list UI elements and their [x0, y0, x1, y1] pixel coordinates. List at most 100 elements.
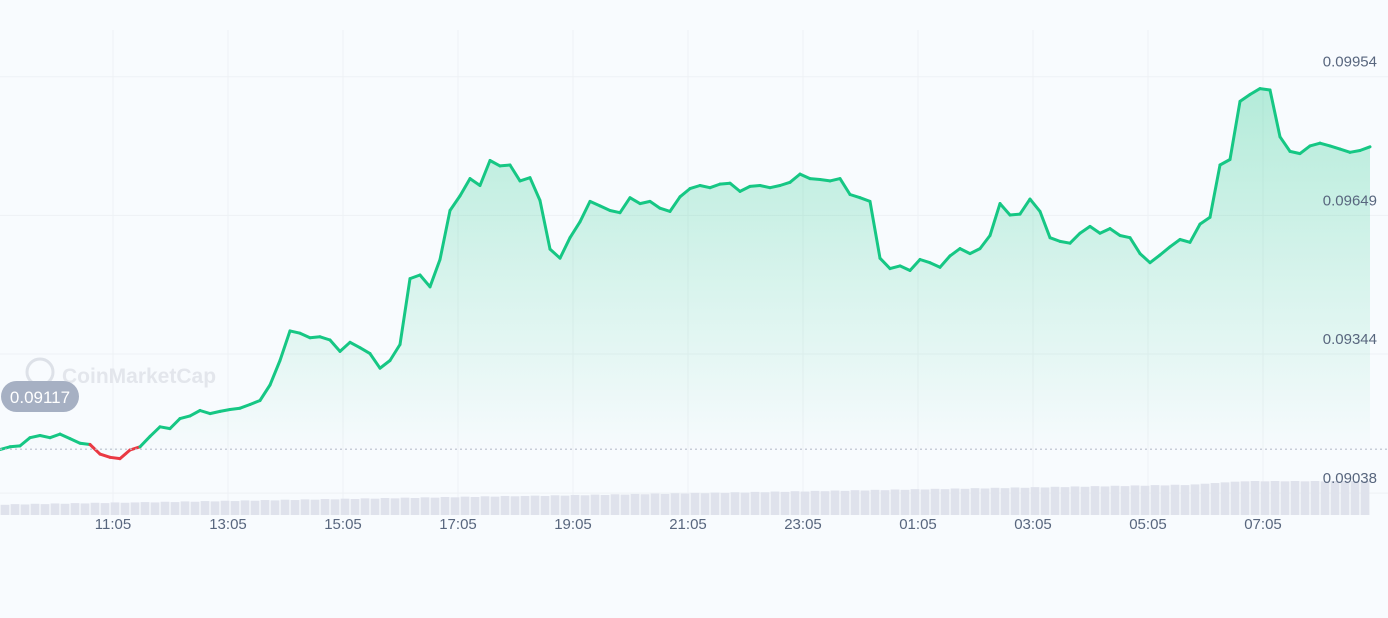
price-line-segment[interactable] [978, 234, 992, 251]
price-line-segment[interactable] [1328, 144, 1342, 151]
price-line-segment[interactable] [1138, 252, 1152, 265]
price-line-segment[interactable] [328, 338, 342, 353]
price-line-segment[interactable] [588, 199, 602, 208]
price-line-segment[interactable] [438, 209, 452, 261]
price-line-segment[interactable] [658, 206, 672, 213]
price-line-segment[interactable] [318, 335, 332, 342]
price-line-segment[interactable] [818, 178, 832, 183]
price-line-segment[interactable] [428, 258, 442, 289]
price-line-segment[interactable] [448, 194, 462, 212]
price-line-segment[interactable] [1118, 234, 1132, 240]
price-line-segment[interactable] [1098, 227, 1112, 235]
price-line-segment[interactable] [798, 172, 812, 181]
price-line-segment[interactable] [698, 184, 712, 190]
price-line-segment[interactable] [288, 329, 302, 335]
price-line-segment[interactable] [1218, 158, 1232, 167]
price-line-segment[interactable] [188, 409, 202, 418]
price-line-segment[interactable] [748, 184, 762, 188]
price-line-segment[interactable] [338, 340, 352, 353]
price-line-segment[interactable] [768, 184, 782, 190]
price-line-segment[interactable] [558, 236, 572, 260]
price-line-segment[interactable] [1318, 141, 1332, 148]
price-line-segment[interactable] [858, 196, 872, 203]
price-line-segment[interactable] [918, 258, 932, 265]
price-line-segment[interactable] [898, 264, 912, 272]
price-line-segment[interactable] [848, 193, 862, 200]
price-line-segment[interactable] [1188, 222, 1202, 244]
price-line-segment[interactable] [1248, 87, 1262, 96]
price-line-segment[interactable] [408, 273, 422, 281]
price-line-segment[interactable] [1038, 209, 1052, 240]
price-line-segment[interactable] [578, 199, 592, 224]
price-line-segment[interactable] [398, 277, 412, 346]
price-line-segment[interactable] [1078, 224, 1092, 235]
price-line-segment[interactable] [1308, 141, 1322, 148]
price-line-segment[interactable] [458, 177, 472, 198]
price-line-segment[interactable] [1068, 231, 1082, 245]
price-line-segment[interactable] [1178, 238, 1192, 244]
price-line-segment[interactable] [48, 432, 62, 440]
price-line-segment[interactable] [278, 329, 292, 362]
price-line-segment[interactable] [528, 176, 542, 202]
price-line-segment[interactable] [208, 409, 222, 416]
price-line-segment[interactable] [68, 437, 82, 445]
price-line-segment[interactable] [878, 256, 892, 271]
price-line-segment[interactable] [228, 406, 242, 411]
price-line-segment[interactable] [538, 199, 552, 251]
price-line-segment[interactable] [468, 177, 482, 187]
price-line-segment[interactable] [548, 247, 562, 260]
price-line-segment[interactable] [378, 359, 392, 370]
price-line-segment[interactable] [218, 408, 232, 413]
price-line-segment[interactable] [1108, 227, 1122, 237]
price-line-segment[interactable] [368, 352, 382, 370]
price-line-segment[interactable] [718, 181, 732, 186]
price-line-segment[interactable] [488, 159, 502, 168]
price-line-segment[interactable] [118, 448, 132, 461]
price-line-segment[interactable] [1168, 238, 1182, 249]
price-line-segment[interactable] [928, 261, 942, 269]
price-line-segment[interactable] [828, 177, 842, 183]
price-line-segment[interactable] [168, 417, 182, 431]
price-line-segment[interactable] [778, 180, 792, 187]
price-line-segment[interactable] [608, 209, 622, 215]
price-lines[interactable] [0, 87, 1372, 461]
price-line-segment[interactable] [1268, 88, 1282, 139]
price-line-segment[interactable] [1158, 245, 1172, 257]
price-line-segment[interactable] [618, 196, 632, 215]
price-line-segment[interactable] [708, 182, 722, 190]
price-line-segment[interactable] [178, 414, 192, 421]
price-line-segment[interactable] [1238, 93, 1252, 103]
price-line-segment[interactable] [38, 434, 52, 440]
price-line-segment[interactable] [298, 331, 312, 340]
price-line-segment[interactable] [868, 199, 882, 260]
price-line-segment[interactable] [248, 399, 262, 406]
price-line-segment[interactable] [1358, 145, 1372, 152]
price-line-segment[interactable] [1048, 236, 1062, 243]
price-line-segment[interactable] [738, 184, 752, 193]
price-line-segment[interactable] [838, 177, 852, 196]
price-line-segment[interactable] [238, 403, 252, 410]
price-line-segment[interactable] [418, 273, 432, 289]
price-line-segment[interactable] [598, 204, 612, 212]
price-line-segment[interactable] [1288, 149, 1302, 156]
price-line-segment[interactable] [908, 258, 922, 272]
price-line-segment[interactable] [1278, 135, 1292, 153]
price-line-segment[interactable] [348, 340, 362, 350]
price-line-segment[interactable] [958, 247, 972, 256]
price-line-segment[interactable] [18, 436, 32, 448]
price-line-segment[interactable] [988, 202, 1002, 237]
price-line-segment[interactable] [478, 159, 492, 187]
price-line-segment[interactable] [358, 346, 372, 356]
price-line-segment[interactable] [638, 199, 652, 206]
price-line-segment[interactable] [1018, 197, 1032, 216]
price-line-segment[interactable] [948, 247, 962, 258]
price-line-segment[interactable] [728, 181, 742, 193]
price-line-segment[interactable] [1088, 224, 1102, 235]
price-line-segment[interactable] [28, 434, 42, 440]
price-line-segment[interactable] [648, 199, 662, 210]
price-line-segment[interactable] [508, 163, 522, 183]
price-line-segment[interactable] [148, 425, 162, 438]
price-line-segment[interactable] [998, 202, 1012, 217]
price-line-segment[interactable] [1348, 149, 1362, 154]
